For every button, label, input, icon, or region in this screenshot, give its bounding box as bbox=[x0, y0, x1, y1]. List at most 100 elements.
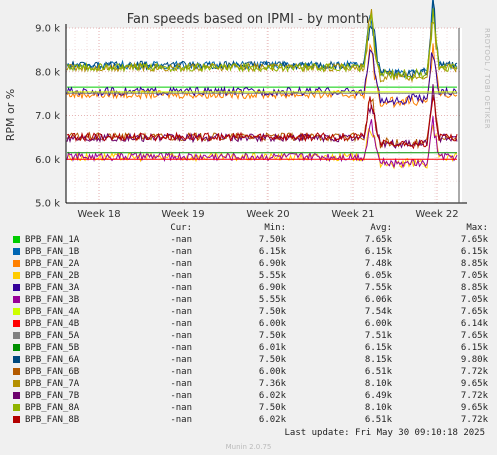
legend-avg: 6.06k bbox=[364, 295, 392, 305]
legend-swatch bbox=[13, 260, 20, 267]
x-tick-label: Week 20 bbox=[246, 209, 289, 220]
y-tick-label: 5.0 k bbox=[35, 199, 60, 210]
legend-min: 6.01k bbox=[258, 343, 286, 353]
legend-swatch bbox=[13, 308, 20, 315]
x-tick-label: Week 19 bbox=[161, 209, 204, 220]
legend-min: 6.00k bbox=[258, 367, 286, 377]
legend-cur: -nan bbox=[170, 391, 192, 401]
legend-avg: 7.48k bbox=[364, 259, 392, 269]
legend-max: 6.15k bbox=[460, 247, 488, 257]
legend-avg: 6.49k bbox=[364, 391, 392, 401]
legend-max: 7.72k bbox=[460, 415, 488, 425]
legend-cur: -nan bbox=[170, 319, 192, 329]
legend-name: BPB_FAN_2A bbox=[25, 259, 80, 269]
legend-row: BPB_FAN_5B -nan 6.01k 6.15k 6.15k bbox=[12, 342, 492, 354]
legend-cur: -nan bbox=[170, 235, 192, 245]
series-layer bbox=[66, 0, 458, 170]
legend-swatch bbox=[13, 404, 20, 411]
last-update: Last update: Fri May 30 09:10:18 2025 bbox=[284, 428, 485, 438]
legend-row: BPB_FAN_7B -nan 6.02k 6.49k 7.72k bbox=[12, 390, 492, 402]
legend-max: 7.72k bbox=[460, 391, 488, 401]
legend-cur: -nan bbox=[170, 343, 192, 353]
legend-cur: -nan bbox=[170, 307, 192, 317]
legend-min: 7.50k bbox=[258, 331, 286, 341]
series-line bbox=[66, 116, 458, 169]
legend-name: BPB_FAN_8B bbox=[25, 415, 80, 425]
series-line bbox=[66, 84, 458, 149]
legend-avg: 7.65k bbox=[364, 235, 392, 245]
x-tick-label: Week 21 bbox=[331, 209, 374, 220]
legend-swatch bbox=[13, 392, 20, 399]
legend-row: BPB_FAN_7A -nan 7.36k 8.10k 9.65k bbox=[12, 378, 492, 390]
legend-max: 6.14k bbox=[460, 319, 488, 329]
header-avg: Avg: bbox=[370, 223, 392, 233]
legend-max: 6.15k bbox=[460, 343, 488, 353]
legend-avg: 6.15k bbox=[364, 247, 392, 257]
legend-name: BPB_FAN_5B bbox=[25, 343, 80, 353]
legend-row: BPB_FAN_1A -nan 7.50k 7.65k 7.65k bbox=[12, 234, 492, 246]
legend-min: 7.36k bbox=[258, 379, 286, 389]
legend-max: 9.80k bbox=[460, 355, 488, 365]
legend-avg: 7.55k bbox=[364, 283, 392, 293]
legend-row: BPB_FAN_2A -nan 6.90k 7.48k 8.85k bbox=[12, 258, 492, 270]
legend-avg: 8.10k bbox=[364, 403, 392, 413]
legend-max: 9.65k bbox=[460, 403, 488, 413]
legend-max: 7.05k bbox=[460, 271, 488, 281]
munin-version: Munin 2.0.75 bbox=[225, 443, 272, 451]
legend-swatch bbox=[13, 248, 20, 255]
legend-cur: -nan bbox=[170, 247, 192, 257]
legend-avg: 8.15k bbox=[364, 355, 392, 365]
legend-row: BPB_FAN_4B -nan 6.00k 6.00k 6.14k bbox=[12, 318, 492, 330]
legend-swatch bbox=[13, 296, 20, 303]
legend-name: BPB_FAN_4B bbox=[25, 319, 80, 329]
legend-min: 7.50k bbox=[258, 403, 286, 413]
legend-max: 7.05k bbox=[460, 295, 488, 305]
legend-max: 9.65k bbox=[460, 379, 488, 389]
legend-row: BPB_FAN_3B -nan 5.55k 6.06k 7.05k bbox=[12, 294, 492, 306]
legend-name: BPB_FAN_3B bbox=[25, 295, 80, 305]
legend-name: BPB_FAN_7B bbox=[25, 391, 80, 401]
chart-title: Fan speeds based on IPMI - by month bbox=[127, 12, 369, 27]
legend-avg: 7.54k bbox=[364, 307, 392, 317]
legend-avg: 8.10k bbox=[364, 379, 392, 389]
legend-avg: 6.05k bbox=[364, 271, 392, 281]
legend-min: 6.90k bbox=[258, 259, 286, 269]
legend-cur: -nan bbox=[170, 403, 192, 413]
legend-name: BPB_FAN_3A bbox=[25, 283, 80, 293]
legend-name: BPB_FAN_8A bbox=[25, 403, 80, 413]
legend-name: BPB_FAN_6A bbox=[25, 355, 80, 365]
legend-min: 6.15k bbox=[258, 247, 286, 257]
x-tick-label: Week 18 bbox=[77, 209, 120, 220]
header-max: Max: bbox=[466, 223, 488, 233]
legend-row: BPB_FAN_6B -nan 6.00k 6.51k 7.72k bbox=[12, 366, 492, 378]
y-tick-label: 8.0 k bbox=[35, 67, 60, 78]
header-cur: Cur: bbox=[170, 223, 192, 233]
legend-swatch bbox=[13, 284, 20, 291]
legend-swatch bbox=[13, 356, 20, 363]
legend-cur: -nan bbox=[170, 271, 192, 281]
legend-avg: 6.51k bbox=[364, 415, 392, 425]
legend-min: 7.50k bbox=[258, 307, 286, 317]
legend-row: BPB_FAN_8B -nan 6.02k 6.51k 7.72k bbox=[12, 414, 492, 426]
legend-row: BPB_FAN_2B -nan 5.55k 6.05k 7.05k bbox=[12, 270, 492, 282]
legend: Cur: Min: Avg: Max: BPB_FAN_1A -nan 7.50k 7… bbox=[12, 222, 492, 426]
header-min: Min: bbox=[264, 223, 286, 233]
legend-row: BPB_FAN_6A -nan 7.50k 8.15k 9.80k bbox=[12, 354, 492, 366]
legend-avg: 6.51k bbox=[364, 367, 392, 377]
x-tick-label: Week 22 bbox=[415, 209, 458, 220]
legend-row: BPB_FAN_5A -nan 7.50k 7.51k 7.65k bbox=[12, 330, 492, 342]
legend-max: 7.72k bbox=[460, 367, 488, 377]
legend-row: BPB_FAN_3A -nan 6.90k 7.55k 8.85k bbox=[12, 282, 492, 294]
legend-cur: -nan bbox=[170, 355, 192, 365]
y-tick-label: 9.0 k bbox=[35, 24, 60, 35]
legend-cur: -nan bbox=[170, 259, 192, 269]
legend-swatch bbox=[13, 236, 20, 243]
legend-max: 7.65k bbox=[460, 235, 488, 245]
legend-cur: -nan bbox=[170, 331, 192, 341]
legend-min: 6.02k bbox=[258, 391, 286, 401]
legend-name: BPB_FAN_7A bbox=[25, 379, 80, 389]
legend-avg: 7.51k bbox=[364, 331, 392, 341]
legend-name: BPB_FAN_1B bbox=[25, 247, 80, 257]
legend-min: 7.50k bbox=[258, 235, 286, 245]
